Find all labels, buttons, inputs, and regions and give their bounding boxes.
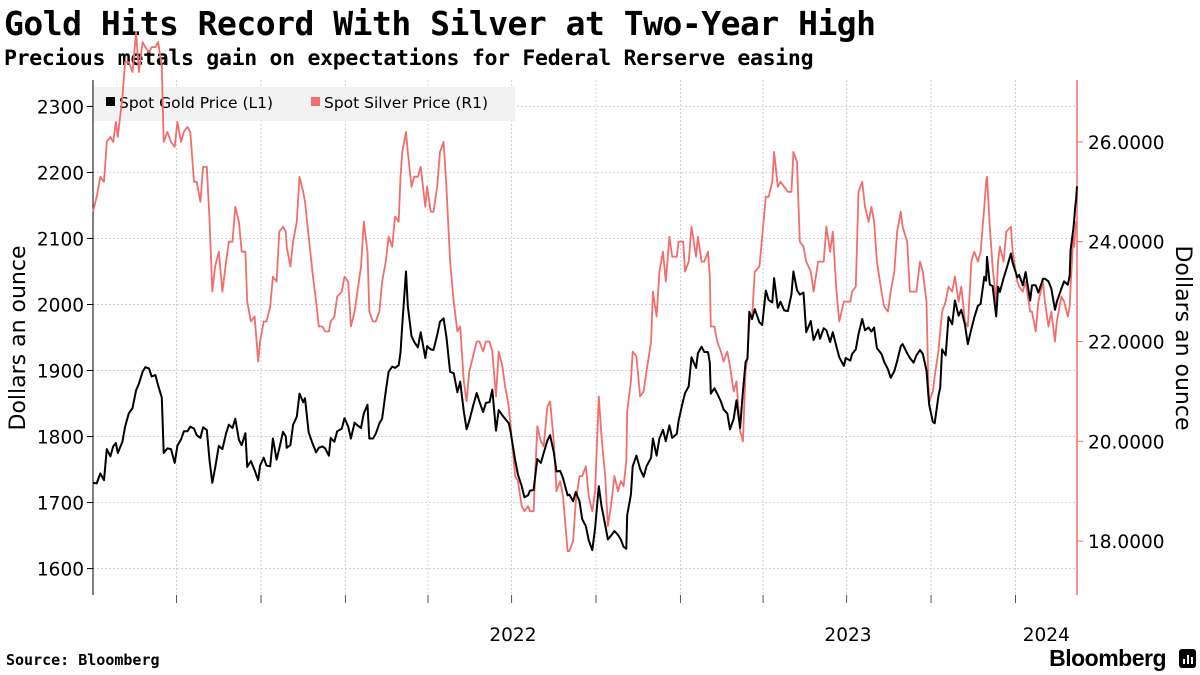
y-right-tick-label: 20.0000 (1088, 432, 1165, 453)
series-line-gold (92, 186, 1078, 552)
chart-title: Gold Hits Record With Silver at Two-Year… (4, 4, 876, 43)
legend-swatch-silver (311, 97, 320, 106)
axes: 1600 1700 1800 1900 2000 2100 2200 2300 18.0000 2… (37, 80, 1165, 646)
y-left-tick-label: 1700 (37, 494, 84, 515)
y-left-tick-label: 2200 (37, 163, 84, 184)
y-left-tick-label: 1800 (37, 428, 84, 449)
y-left-tick-label: 2100 (37, 229, 84, 250)
y-left-tick-label: 1600 (37, 560, 84, 581)
y-right-tick-label: 26.0000 (1088, 133, 1165, 154)
y-right-axis-label: Dollars an ounce (1170, 245, 1195, 430)
bloomberg-terminal-icon (1179, 649, 1196, 668)
legend-swatch-gold (106, 97, 115, 106)
gridlines (93, 80, 1077, 595)
x-tick-label: 2022 (489, 625, 536, 646)
y-right-tick-label: 22.0000 (1088, 332, 1165, 353)
y-left-tick-label: 2000 (37, 295, 84, 316)
y-left-axis-label: Dollars an ounce (6, 245, 31, 430)
x-tick-label: 2024 (1023, 625, 1070, 646)
y-left-tick-label: 2300 (37, 97, 84, 118)
y-left-tick-label: 1900 (37, 362, 84, 383)
brand-logo: Bloomberg (1049, 645, 1166, 671)
y-right-tick-label: 18.0000 (1088, 532, 1165, 553)
source-note: Source: Bloomberg (6, 651, 160, 669)
y-right-tick-label: 24.0000 (1088, 233, 1165, 254)
legend-label-silver: Spot Silver Price (R1) (324, 94, 488, 112)
legend: Spot Gold Price (L1) Spot Silver Price (… (93, 87, 515, 121)
legend-label-gold: Spot Gold Price (L1) (119, 94, 273, 112)
x-tick-label: 2023 (824, 625, 871, 646)
series (92, 31, 1078, 552)
